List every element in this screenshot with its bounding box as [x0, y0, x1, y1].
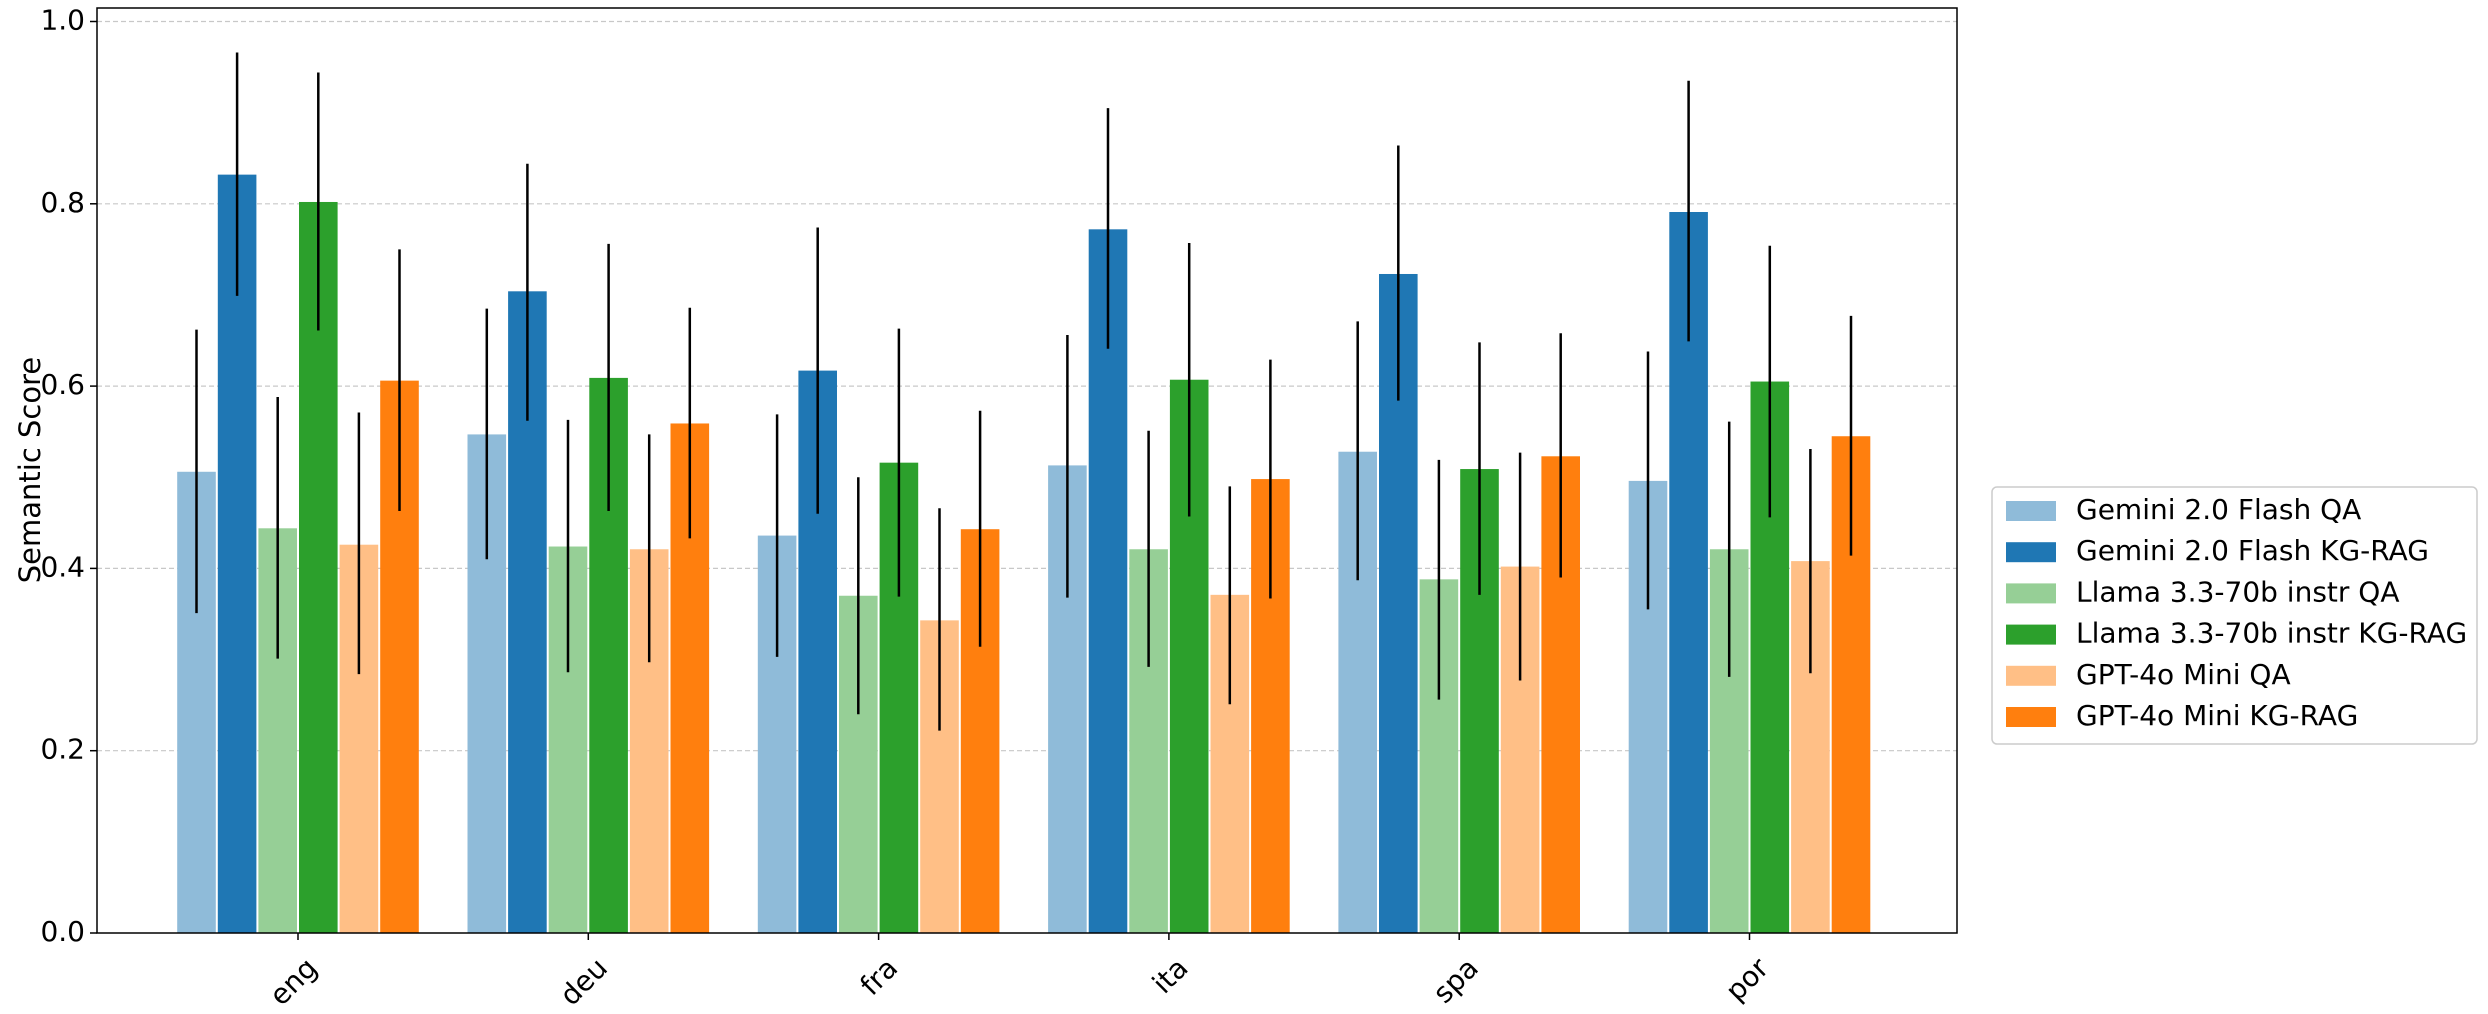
x-tick-label: spa — [1426, 951, 1484, 1009]
legend-swatch — [2006, 583, 2056, 604]
legend-label: Llama 3.3-70b instr KG-RAG — [2076, 617, 2467, 650]
legend: Gemini 2.0 Flash QA Gemini 2.0 Flash KG-R… — [1991, 486, 2478, 745]
x-tick-label: eng — [263, 951, 324, 1010]
y-tick-label: 0.8 — [40, 186, 85, 219]
plot-frame — [96, 7, 1958, 934]
grid-lines — [97, 20, 1957, 752]
legend-swatch — [2006, 665, 2056, 686]
bars — [177, 174, 1871, 934]
y-tick-label: 0.0 — [40, 915, 85, 948]
y-axis-ticks: 0.0 0.2 0.4 0.6 0.8 1.0 — [40, 4, 97, 948]
x-tick-label: fra — [854, 951, 905, 1002]
y-tick-label: 0.6 — [40, 368, 85, 401]
legend-label: Gemini 2.0 Flash KG-RAG — [2076, 534, 2429, 567]
legend-label: GPT-4o Mini KG-RAG — [2076, 699, 2358, 732]
legend-swatch — [2006, 624, 2056, 645]
legend-label: Gemini 2.0 Flash QA — [2076, 493, 2361, 526]
legend-label: Llama 3.3-70b instr QA — [2076, 575, 2400, 608]
x-tick-label: por — [1719, 951, 1776, 1008]
error-bars — [195, 52, 1853, 731]
y-axis-label: Semantic Score — [13, 357, 47, 583]
x-tick-label: ita — [1146, 951, 1195, 1000]
x-axis-ticks: eng deu fra ita spa por — [263, 933, 1776, 1012]
legend-swatch — [2006, 707, 2056, 727]
legend-swatch — [2006, 501, 2056, 521]
x-tick-label: deu — [553, 951, 614, 1010]
bar — [217, 174, 257, 933]
legend-swatch — [2006, 542, 2056, 563]
y-tick-label: 0.2 — [40, 733, 85, 766]
legend-frame — [1991, 486, 2478, 745]
legend-label: GPT-4o Mini QA — [2076, 658, 2291, 691]
y-tick-label: 1.0 — [40, 4, 85, 37]
y-tick-label: 0.4 — [40, 550, 85, 583]
